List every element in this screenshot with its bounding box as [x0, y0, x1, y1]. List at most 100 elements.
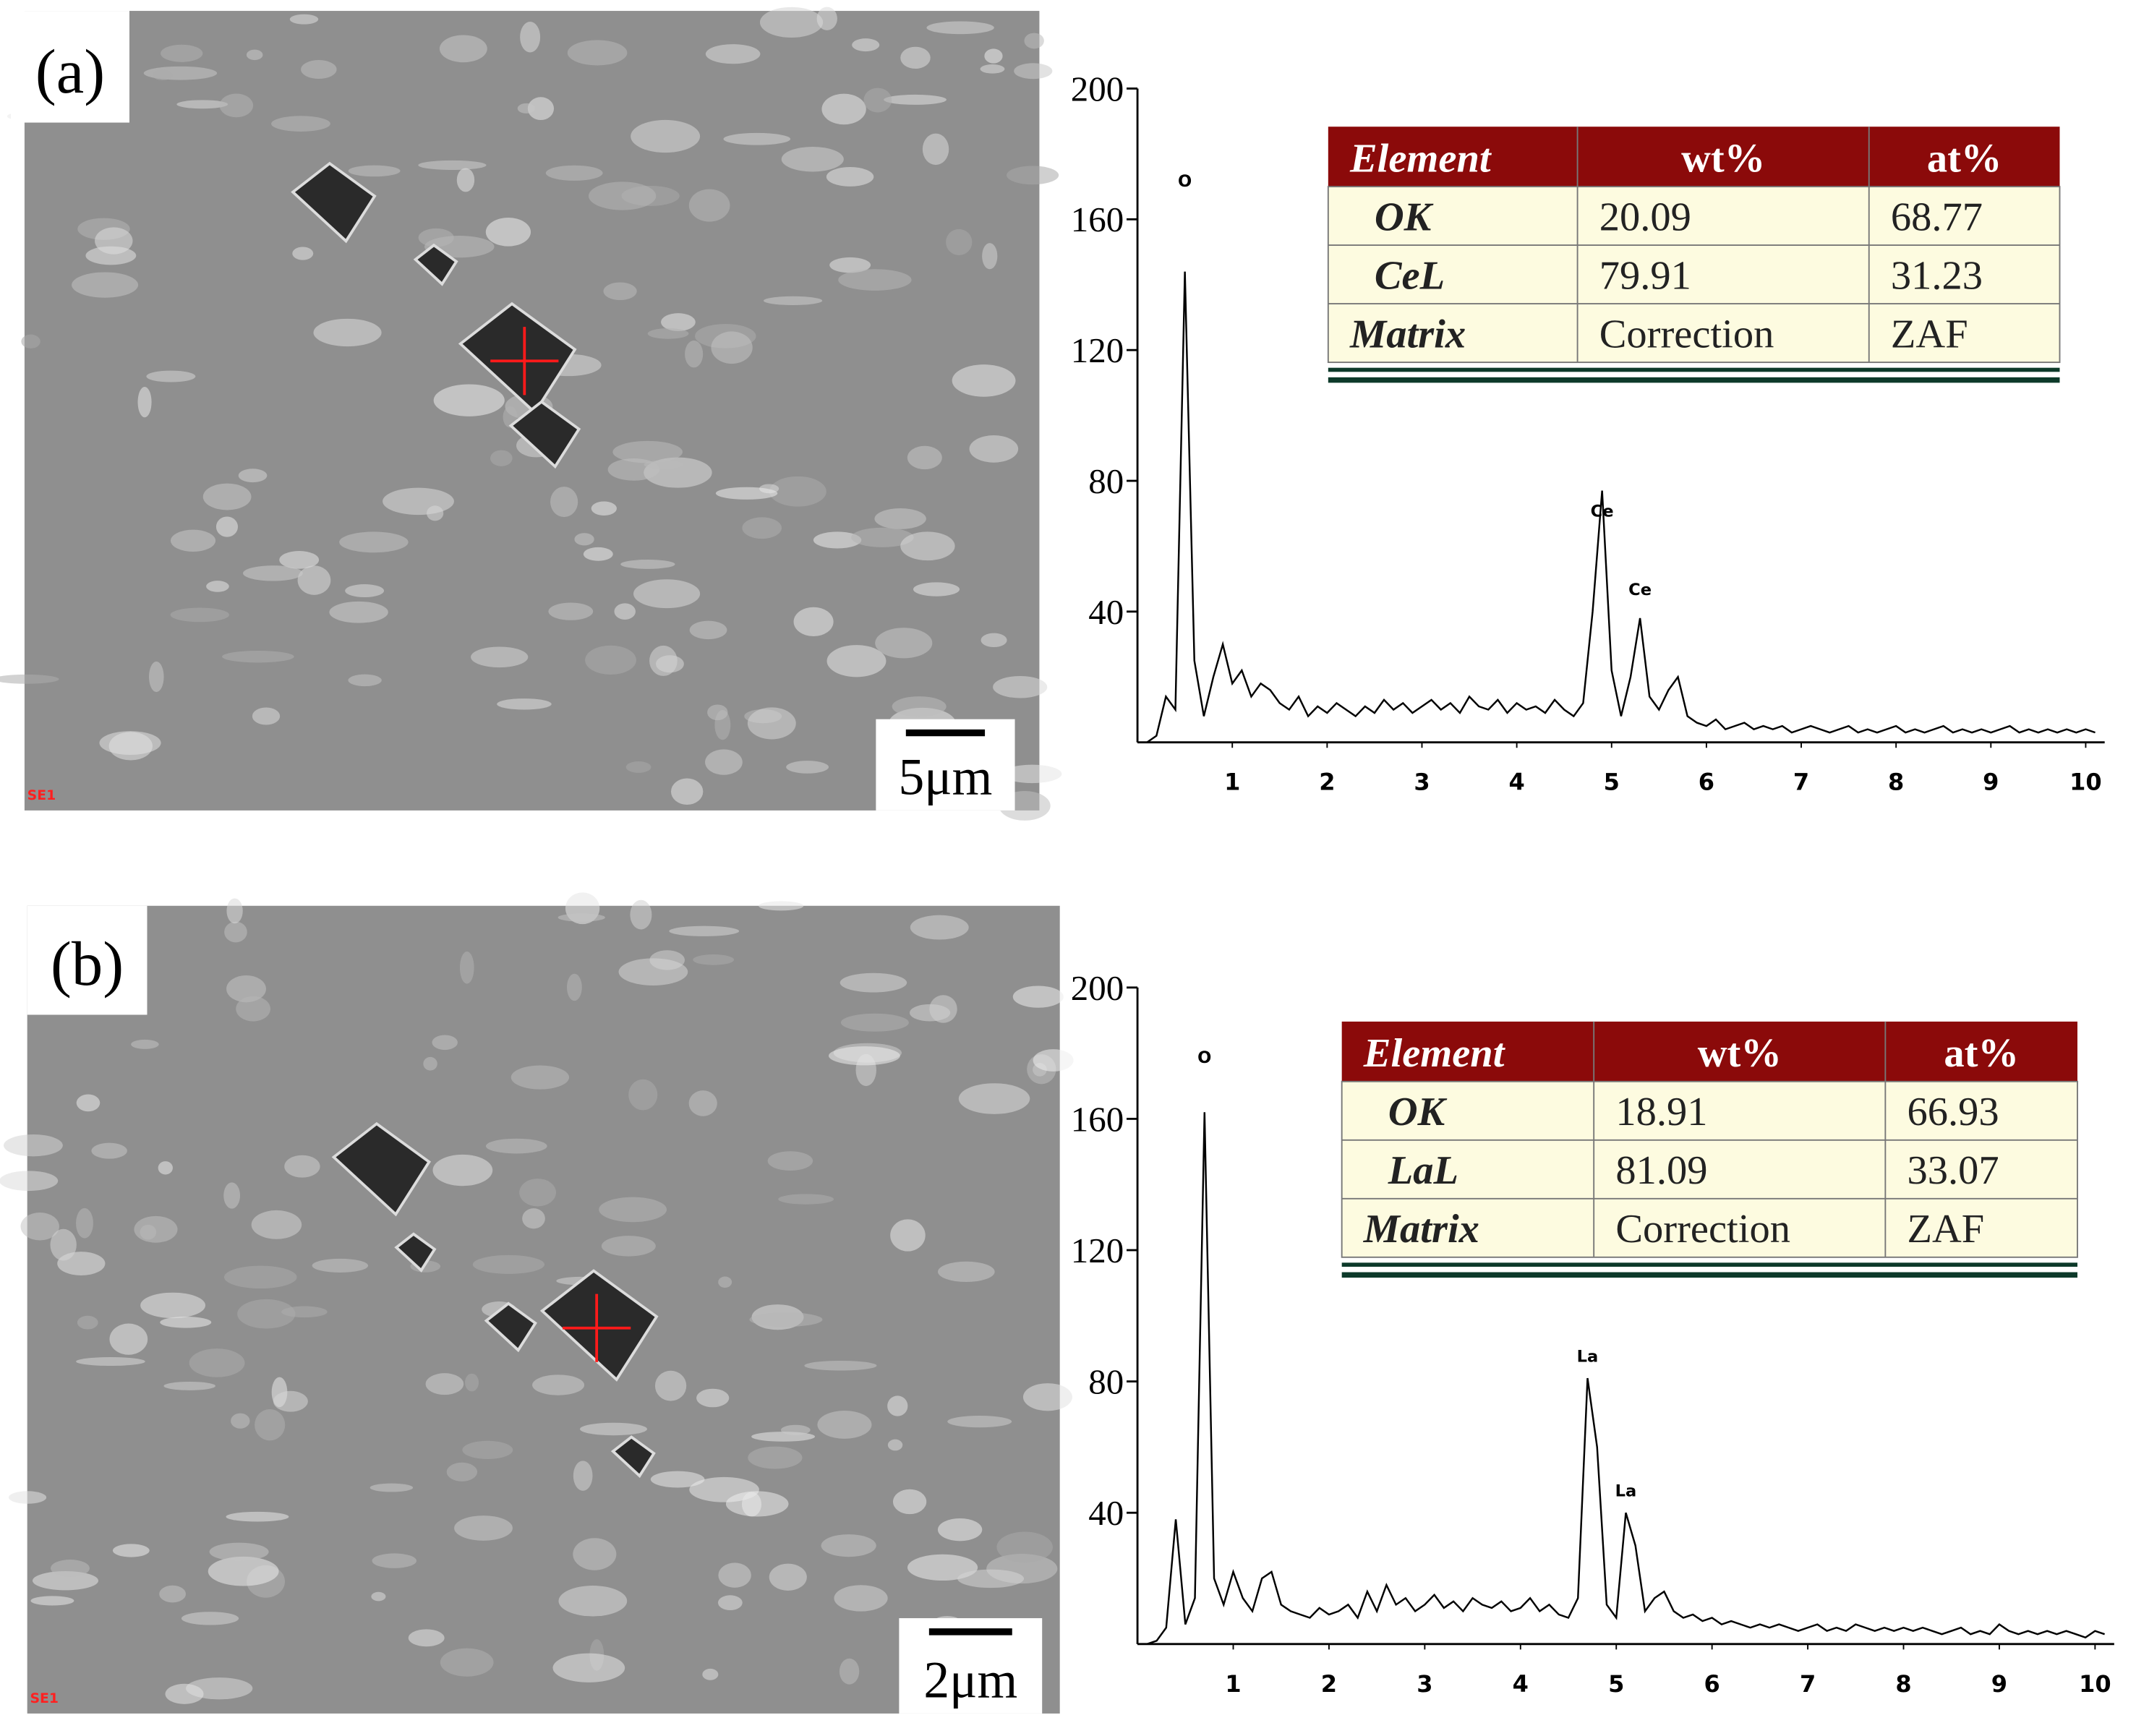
sem-texture	[1022, 1383, 1072, 1411]
sem-texture	[631, 119, 701, 153]
sem-texture	[618, 958, 688, 985]
sem-texture	[226, 1511, 289, 1522]
sem-texture	[149, 661, 164, 693]
sem-texture	[215, 516, 238, 537]
x-tick-label: 4	[1513, 1670, 1529, 1698]
sem-particle	[394, 1232, 437, 1273]
sem-texture	[72, 272, 139, 298]
sem-texture	[472, 1254, 545, 1274]
sem-texture	[900, 531, 955, 561]
sem-texture	[633, 579, 701, 609]
x-tick-label: 1	[1224, 769, 1240, 796]
sem-texture	[717, 1595, 743, 1611]
sem-texture	[237, 1299, 296, 1329]
sem-texture	[579, 1422, 647, 1436]
sem-texture	[134, 1215, 178, 1243]
sem-texture	[952, 364, 1016, 397]
sem-texture	[137, 386, 152, 418]
sem-texture	[786, 761, 829, 774]
sem-texture	[817, 1410, 872, 1439]
sem-texture	[345, 584, 385, 598]
table-row-header: Matrix	[1363, 1207, 1479, 1252]
x-tick-label: 7	[1800, 1670, 1816, 1698]
peak-label: O	[1178, 172, 1192, 191]
sem-texture	[661, 313, 696, 331]
sem-texture	[223, 1182, 241, 1209]
sem-texture	[522, 1208, 545, 1229]
sem-texture	[705, 749, 743, 775]
sem-texture	[718, 1276, 732, 1288]
sem-texture	[1033, 1049, 1074, 1072]
spectrum-line	[1146, 271, 2096, 743]
sem-texture	[312, 1258, 369, 1273]
sem-texture	[696, 1388, 730, 1408]
sem-texture	[647, 328, 689, 339]
sem-texture	[625, 761, 652, 773]
sem-texture	[550, 487, 578, 518]
sem-texture	[348, 674, 382, 687]
sem-texture	[152, 69, 173, 80]
sem-texture	[907, 1554, 978, 1581]
sem-texture	[243, 565, 303, 581]
x-tick-label: 10	[2079, 1670, 2111, 1698]
scale-bar-label: 5μm	[899, 748, 993, 805]
table-cell: 81.09	[1615, 1148, 1707, 1193]
scale-bar-label: 2μm	[923, 1651, 1017, 1709]
sem-texture	[490, 450, 513, 466]
sem-texture	[440, 1648, 494, 1677]
panel-label-box	[27, 905, 148, 1015]
sem-texture	[759, 7, 824, 38]
sem-texture	[603, 282, 637, 301]
sem-texture	[591, 501, 617, 516]
sem-texture	[840, 1013, 909, 1032]
sem-texture	[313, 318, 382, 347]
sem-texture	[993, 675, 1048, 698]
y-tick-label: 80	[1088, 1362, 1124, 1402]
table-rule	[1341, 1272, 2077, 1278]
sem-texture	[77, 1315, 98, 1330]
table-cell: 68.77	[1891, 194, 1983, 239]
sem-particle	[291, 161, 377, 244]
sem-texture	[585, 645, 636, 675]
sem-texture	[462, 1440, 513, 1459]
sem-particle	[508, 400, 581, 469]
sem-texture	[749, 1312, 823, 1327]
sem-texture	[20, 1213, 59, 1241]
table-row-header: OK	[1388, 1090, 1448, 1134]
sem-texture	[371, 1591, 386, 1602]
peak-label: La	[1577, 1347, 1599, 1366]
sem-texture	[95, 227, 133, 255]
y-tick-label: 160	[1071, 1099, 1124, 1139]
table-rule	[1328, 377, 2060, 383]
sem-texture	[552, 1653, 625, 1682]
sem-texture	[689, 620, 727, 640]
x-tick-label: 8	[1888, 769, 1904, 796]
sem-particle	[539, 1269, 659, 1382]
sem-texture	[780, 1424, 811, 1435]
sem-texture	[520, 22, 541, 53]
sem-texture	[875, 628, 933, 659]
table-cell: 33.07	[1908, 1148, 1999, 1193]
sem-particle	[484, 1301, 537, 1353]
sem-texture	[996, 1531, 1053, 1563]
sem-texture	[202, 483, 252, 510]
sem-texture	[601, 1236, 656, 1257]
sem-texture	[946, 228, 973, 255]
sem-texture	[1024, 33, 1044, 49]
x-tick-label: 10	[2069, 769, 2102, 796]
table-header-cell: Element	[1363, 1031, 1506, 1076]
sem-texture	[884, 94, 947, 105]
sem-texture	[628, 1079, 658, 1111]
table-rule	[1341, 1262, 2077, 1267]
sem-texture	[339, 531, 409, 553]
sem-texture	[33, 1571, 99, 1591]
sem-texture	[439, 35, 487, 63]
table-cell: 18.91	[1615, 1090, 1707, 1134]
sem-texture	[804, 1360, 877, 1371]
sem-texture	[890, 1219, 926, 1252]
sem-texture	[769, 1563, 807, 1591]
sem-particle	[610, 1435, 656, 1479]
sem-texture	[446, 1462, 478, 1481]
sem-texture	[273, 1390, 308, 1412]
sem-texture	[958, 1083, 1030, 1114]
